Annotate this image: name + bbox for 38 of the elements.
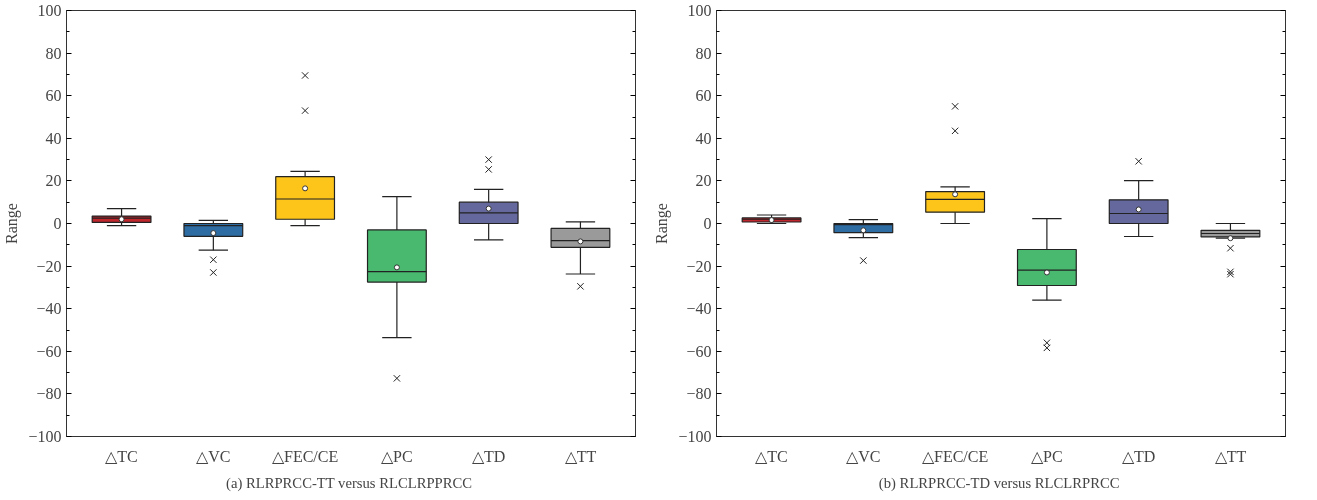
x-tick-label: △PC [1031,447,1063,465]
y-tick-label: −80 [686,385,712,403]
y-tick-label: −60 [36,342,62,360]
x-tick-label: △TC [105,447,138,465]
y-tick-label: 20 [695,172,712,190]
x-tick-label: △FEC/CE [272,447,339,465]
y-tick-label: 40 [45,129,62,147]
text: (b) RLRPRCC-TD versus RLCLRPRCC [878,474,1120,492]
y-tick-label: −80 [36,385,62,403]
x-tick-label: △VC [196,447,231,465]
y-tick-label: −20 [36,257,62,275]
y-tick-label: −20 [686,257,712,275]
y-tick-label: 20 [45,172,62,190]
y-tick-label: −100 [28,428,62,445]
y-tick-label: 100 [687,2,712,19]
y-tick-label: 80 [695,44,712,62]
x-tick-label: △PC [381,447,413,465]
x-tick-label: △TT [1214,447,1247,465]
y-tick-label: 0 [53,215,62,232]
y-tick-label: −100 [678,428,712,445]
y-tick-label: 60 [45,87,62,105]
x-tick-label: △TC [755,447,788,465]
y-tick-label: 40 [695,129,712,147]
y-axis-title: Range [653,203,672,244]
x-tick-label: △TT [564,447,597,465]
y-tick-label: −40 [686,300,712,318]
y-tick-label: −60 [686,342,712,360]
x-tick-label: △TD [472,447,506,465]
y-axis-title: Range [3,203,22,244]
x-tick-label: △TD [1122,447,1156,465]
y-tick-label: −40 [36,300,62,318]
y-tick-label: 80 [45,44,62,62]
y-tick-label: 0 [703,215,712,232]
y-tick-label: 60 [695,87,712,105]
x-tick-label: △FEC/CE [922,447,989,465]
text: (a) RLRPRCC-TT versus RLCLRPPRCC [226,474,473,492]
x-tick-label: △VC [846,447,881,465]
y-tick-label: 100 [37,2,62,19]
